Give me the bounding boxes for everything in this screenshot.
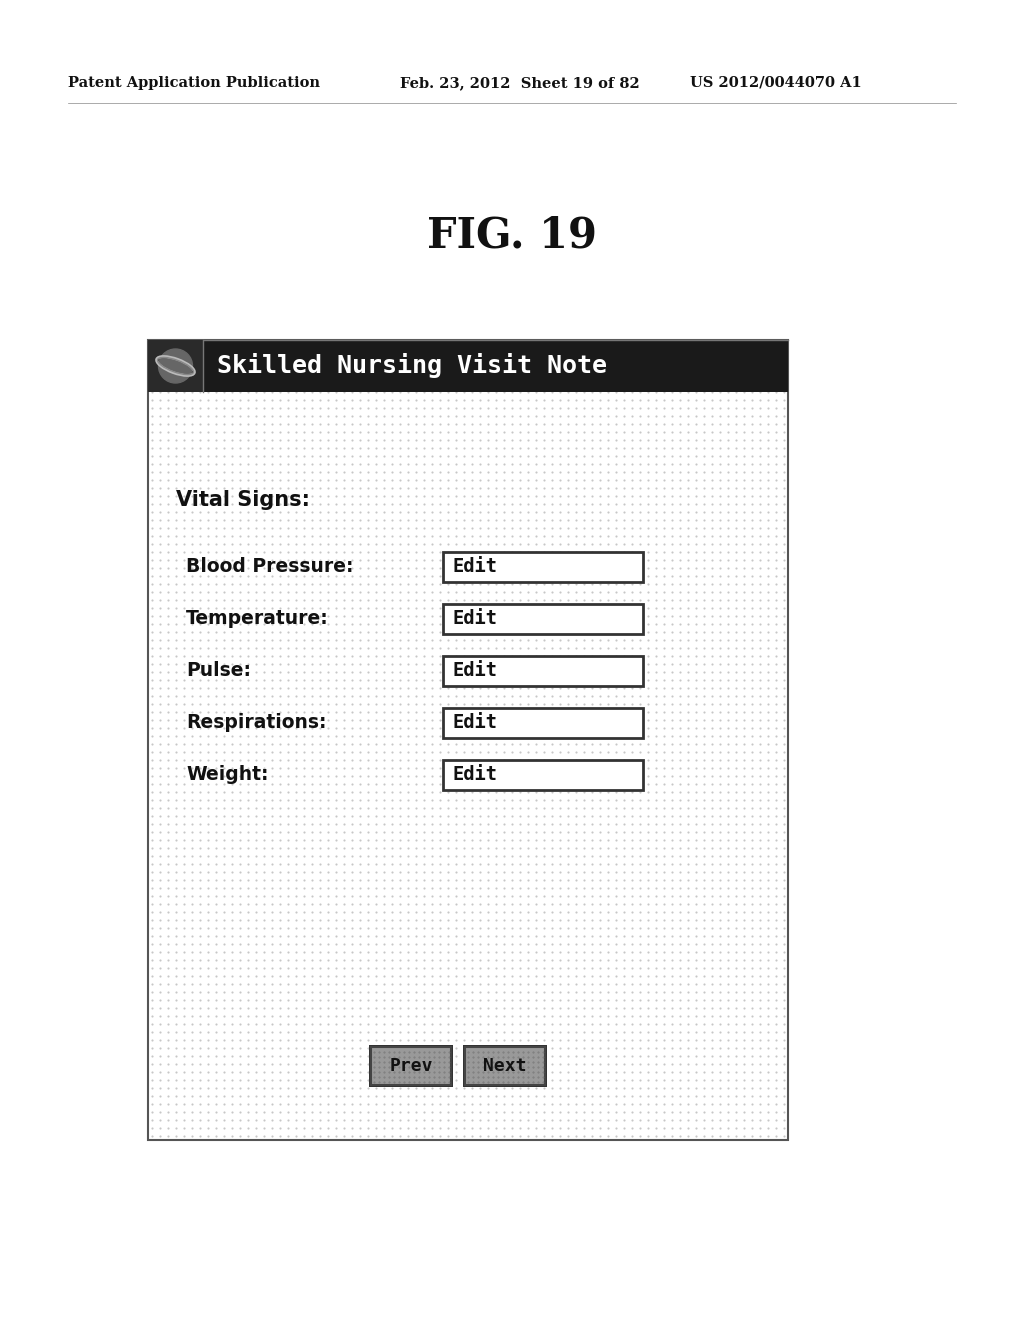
Bar bbox=[443, 760, 643, 789]
Text: US 2012/0044070 A1: US 2012/0044070 A1 bbox=[690, 77, 862, 90]
Text: Prev: Prev bbox=[389, 1057, 433, 1074]
Bar bbox=[369, 1045, 453, 1086]
Text: Edit: Edit bbox=[453, 557, 498, 577]
Bar bbox=[443, 605, 643, 634]
Bar bbox=[463, 1045, 547, 1086]
Circle shape bbox=[159, 348, 193, 383]
Text: Respirations:: Respirations: bbox=[186, 714, 327, 733]
Text: Patent Application Publication: Patent Application Publication bbox=[68, 77, 319, 90]
Text: Skilled Nursing Visit Note: Skilled Nursing Visit Note bbox=[217, 354, 607, 379]
Text: Blood Pressure:: Blood Pressure: bbox=[186, 557, 353, 577]
Text: FIG. 19: FIG. 19 bbox=[427, 214, 597, 256]
Text: Edit: Edit bbox=[453, 610, 498, 628]
Bar bbox=[443, 656, 643, 686]
Bar bbox=[148, 341, 203, 392]
Bar bbox=[443, 552, 643, 582]
Text: Edit: Edit bbox=[453, 766, 498, 784]
Text: Edit: Edit bbox=[453, 661, 498, 681]
Text: Edit: Edit bbox=[453, 714, 498, 733]
Bar bbox=[148, 341, 788, 1140]
Text: Next: Next bbox=[483, 1057, 526, 1074]
Text: Feb. 23, 2012  Sheet 19 of 82: Feb. 23, 2012 Sheet 19 of 82 bbox=[400, 77, 640, 90]
Text: Pulse:: Pulse: bbox=[186, 661, 251, 681]
Bar bbox=[148, 341, 788, 392]
Text: Vital Signs:: Vital Signs: bbox=[176, 490, 310, 510]
Bar bbox=[443, 708, 643, 738]
Text: Temperature:: Temperature: bbox=[186, 610, 329, 628]
Bar bbox=[465, 1047, 545, 1085]
Text: Weight:: Weight: bbox=[186, 766, 268, 784]
Bar bbox=[371, 1047, 451, 1085]
